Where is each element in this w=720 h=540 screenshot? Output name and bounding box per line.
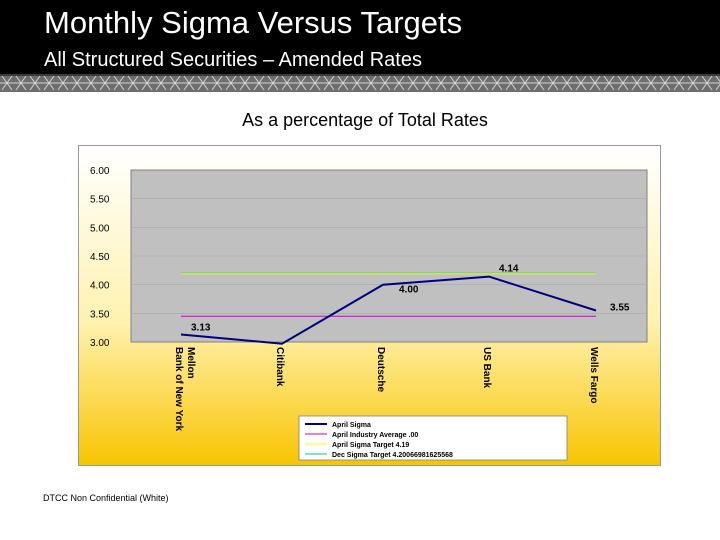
x-tick-label: Wells Fargo	[588, 347, 599, 404]
y-tick-label: 5.00	[90, 223, 110, 234]
decorative-pattern-band	[0, 74, 720, 92]
slide-title: Monthly Sigma Versus Targets	[44, 5, 463, 40]
legend-box	[298, 415, 568, 461]
slide-subtitle: All Structured Securities – Amended Rate…	[44, 49, 422, 71]
y-tick-label: 6.00	[90, 166, 110, 177]
legend-entry: Dec Sigma Target 4.20066981625568	[332, 452, 453, 459]
y-tick-label: 3.50	[90, 309, 110, 320]
data-label: 3.13	[191, 323, 211, 334]
legend-entry: April Sigma	[332, 422, 371, 429]
chart: 6.00 5.50 5.00 4.50 4.00 3.50 3.00 Bank of New…	[78, 145, 661, 466]
footer-classification: DTCC Non Confidential (White)	[43, 493, 169, 503]
x-tick-label-line: Wells Fargo	[588, 347, 599, 404]
x-tick-label: Deutsche	[375, 347, 386, 392]
legend-entry: April Industry Average .00	[332, 432, 418, 439]
x-tick-label-line: US Bank	[481, 347, 492, 389]
data-label: 4.00	[399, 285, 419, 296]
x-tick-label: Citibank	[274, 347, 285, 387]
x-tick-label-line: Mellon	[185, 347, 196, 379]
x-tick-label: Bank of New York Mellon	[173, 347, 196, 432]
x-tick-label: US Bank	[481, 347, 492, 389]
legend-entry: April Sigma Target 4.19	[332, 442, 409, 449]
x-tick-label-line: Citibank	[274, 347, 285, 387]
y-tick-label: 3.00	[90, 338, 110, 349]
x-tick-label-line: Bank of New York	[173, 347, 184, 432]
slide-header: Monthly Sigma Versus Targets All Structu…	[0, 0, 720, 74]
chart-heading: As a percentage of Total Rates	[242, 110, 488, 130]
y-tick-label: 4.00	[90, 281, 110, 292]
y-tick-label: 5.50	[90, 195, 110, 206]
y-tick-label: 4.50	[90, 252, 110, 263]
data-label: 4.14	[499, 264, 519, 275]
series-line-april-sigma	[180, 275, 597, 345]
x-tick-label-line: Deutsche	[375, 347, 386, 392]
data-label: 3.55	[610, 302, 630, 313]
